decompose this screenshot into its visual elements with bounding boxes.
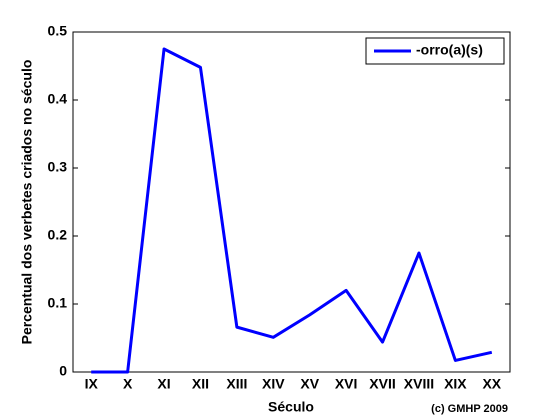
x-tick-label: XVI [335, 376, 358, 392]
x-tick-label: XX [482, 376, 501, 392]
x-tick-label: XI [157, 376, 170, 392]
y-tick-label: 0.1 [48, 295, 68, 311]
y-tick-label: 0 [59, 363, 67, 379]
y-tick-label: 0.3 [48, 159, 68, 175]
plot-area [72, 31, 511, 373]
x-tick-label: XII [192, 376, 209, 392]
x-axis-label: Século [268, 399, 314, 415]
x-tick-label: XVII [369, 376, 395, 392]
x-tick-label: IX [85, 376, 99, 392]
y-axis-label: Percentual dos verbetes criados no sécul… [19, 60, 35, 345]
legend-label: -orro(a)(s) [416, 42, 483, 58]
line [91, 47, 493, 374]
x-tick-label: XIV [262, 376, 285, 392]
y-tick-label: 0.4 [48, 91, 68, 107]
y-tick-label: 0.5 [48, 23, 68, 39]
y-tick-label: 0.2 [48, 227, 68, 243]
x-tick-label: XIII [226, 376, 247, 392]
annotation: (c) GMHP 2009 [431, 403, 508, 415]
x-tick-label: XV [300, 376, 319, 392]
x-tick-label: XVIII [404, 376, 434, 392]
x-tick-label: XIX [444, 376, 467, 392]
x-tick-label: X [123, 376, 133, 392]
